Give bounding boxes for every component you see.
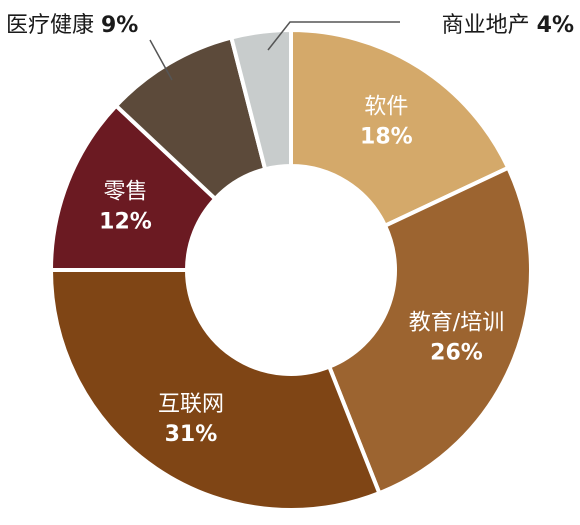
slice-label-5: 商业地产 4% (442, 13, 574, 38)
donut-slice-2 (48, 268, 382, 512)
leader-line-5 (267, 21, 400, 51)
slice-label-0: 软件 18% (360, 95, 413, 150)
leader-line-4 (149, 39, 173, 81)
slice-category-3: 零售 (103, 179, 147, 204)
slice-value-3: 12% (99, 209, 152, 234)
slice-category-1: 教育/培训 (409, 311, 504, 336)
slice-value-2: 31% (165, 422, 218, 447)
slice-value-0: 18% (360, 125, 413, 150)
slice-label-4: 医疗健康 9% (6, 13, 138, 38)
slice-value-4: 9% (101, 13, 138, 38)
slice-label-2: 互联网 31% (158, 392, 224, 447)
slice-category-0: 软件 (364, 95, 408, 120)
slice-value-1: 26% (430, 341, 483, 366)
donut-slice-5 (228, 27, 293, 172)
donut-slice-1 (326, 165, 533, 496)
slice-category-4: 医疗健康 (6, 13, 101, 38)
donut-slice-0 (289, 27, 511, 229)
slice-category-2: 互联网 (158, 392, 224, 417)
donut-slice-3 (48, 102, 219, 272)
slice-label-3: 零售 12% (99, 179, 152, 234)
slice-value-5: 4% (537, 13, 574, 38)
slice-category-5: 商业地产 (442, 13, 537, 38)
slice-label-1: 教育/培训 26% (409, 311, 504, 366)
